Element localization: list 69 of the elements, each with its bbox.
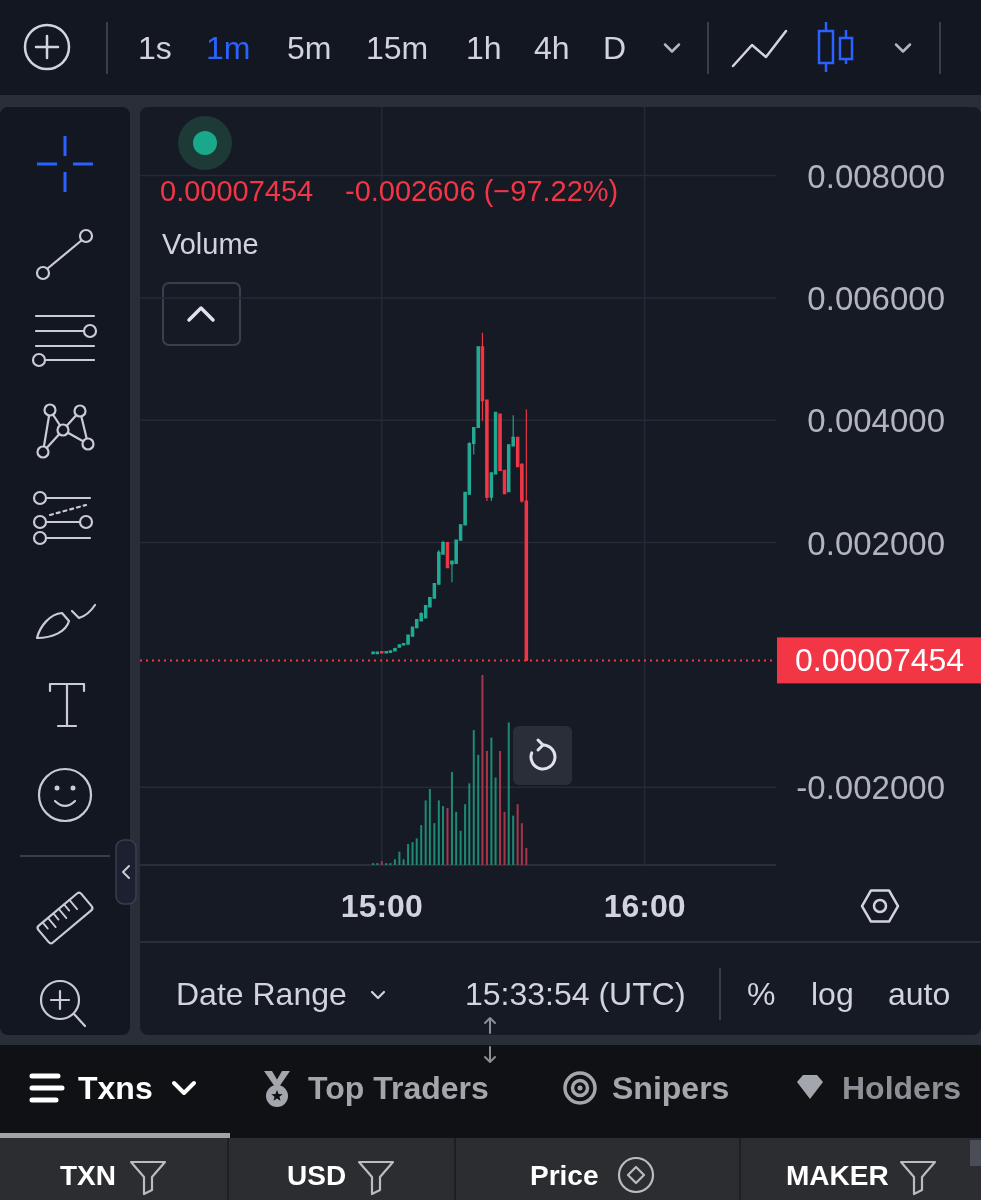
y-tick-label: 0.008000 (807, 157, 945, 195)
text: % (747, 976, 776, 1012)
bar (516, 804, 519, 865)
candlestick (393, 647, 397, 652)
candlestick (388, 649, 393, 653)
ref-line-label: 0.00007454 (795, 642, 965, 679)
text: Price (530, 1159, 599, 1191)
candlestick (397, 644, 402, 648)
bar (503, 811, 506, 865)
bar (468, 783, 471, 865)
bar (433, 823, 436, 865)
text: auto (888, 976, 951, 1012)
text: D (603, 30, 627, 66)
candlestick (375, 650, 380, 655)
text: 1h (466, 30, 502, 66)
text: Date Range (176, 976, 347, 1012)
text: 15m (366, 30, 429, 66)
text: 15:33:54 (UTC) (465, 976, 686, 1012)
text: 5m (287, 30, 332, 66)
bar (512, 815, 515, 865)
bar (402, 859, 405, 865)
bar (415, 838, 418, 865)
y-tick-label: -0.002000 (796, 768, 945, 806)
bar (481, 675, 484, 865)
text: Snipers (612, 1070, 730, 1106)
text: 4h (534, 30, 570, 66)
text: Holders (842, 1070, 962, 1106)
candlestick (384, 650, 388, 654)
text: MAKER (786, 1159, 889, 1191)
candlestick (380, 650, 384, 654)
bar (472, 730, 475, 865)
bar (520, 823, 523, 865)
x-tick-label: 16:00 (603, 888, 686, 924)
bar (499, 751, 502, 865)
text: Txns (78, 1070, 153, 1106)
text: log (811, 976, 854, 1012)
bar (477, 754, 480, 865)
bar (428, 789, 431, 865)
text: 1m (206, 30, 251, 66)
bar (450, 771, 453, 865)
y-tick-label: 0.002000 (807, 524, 945, 562)
bar (446, 808, 449, 865)
x-tick-label: 15:00 (340, 888, 423, 924)
annotation: 0.00007454 (160, 175, 314, 207)
bar (398, 851, 401, 865)
bar (464, 804, 467, 865)
bar (490, 737, 493, 865)
bar (380, 861, 383, 865)
y-tick-label: 0.006000 (807, 279, 945, 317)
bar (485, 751, 488, 865)
bar (455, 811, 458, 865)
bar (459, 830, 462, 865)
bar (424, 800, 427, 865)
bar (393, 859, 396, 865)
text: USD (287, 1159, 347, 1191)
bar (442, 806, 445, 865)
bar (420, 825, 423, 865)
annotation: -0.002606 (−97.22%) (345, 175, 619, 207)
bar (411, 842, 414, 865)
bar (525, 847, 528, 865)
y-tick-label: 0.004000 (807, 401, 945, 439)
bar (494, 777, 497, 865)
bar (407, 844, 410, 865)
bar (507, 722, 510, 865)
text: TXN (60, 1159, 116, 1191)
chart-title: Volume (162, 228, 259, 260)
bar (437, 800, 440, 865)
text: Top Traders (308, 1070, 489, 1106)
text: 1s (138, 30, 172, 66)
